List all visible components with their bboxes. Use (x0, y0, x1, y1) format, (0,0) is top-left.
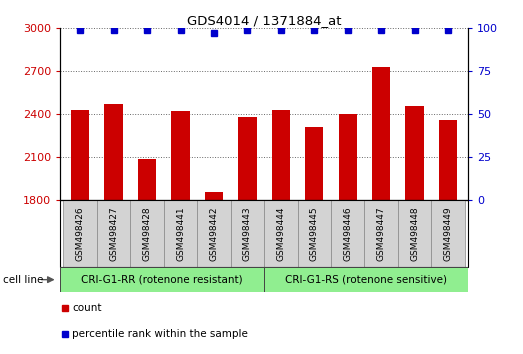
Text: GSM498449: GSM498449 (444, 206, 452, 261)
Bar (97, 200, 130, 267)
Bar (372, 67, 390, 200)
Bar (264, 200, 298, 267)
Bar (71, 110, 89, 200)
Bar (130, 200, 164, 267)
Bar (298, 200, 331, 267)
Bar (431, 200, 465, 267)
Text: GSM498444: GSM498444 (276, 206, 286, 261)
Bar (264, 267, 468, 292)
Text: GSM498446: GSM498446 (343, 206, 352, 261)
Bar (172, 111, 190, 200)
Text: GSM498427: GSM498427 (109, 206, 118, 261)
Bar (105, 104, 123, 200)
Bar (238, 117, 257, 200)
Bar (60, 267, 264, 292)
Text: GSM498441: GSM498441 (176, 206, 185, 261)
Text: CRI-G1-RR (rotenone resistant): CRI-G1-RR (rotenone resistant) (81, 275, 243, 285)
Bar (138, 159, 156, 200)
Bar (205, 192, 223, 200)
Text: cell line: cell line (3, 275, 43, 285)
Text: GSM498445: GSM498445 (310, 206, 319, 261)
Bar (331, 200, 365, 267)
Bar (305, 127, 323, 200)
Text: GSM498442: GSM498442 (209, 206, 219, 261)
Text: GSM498426: GSM498426 (76, 206, 85, 261)
Title: GDS4014 / 1371884_at: GDS4014 / 1371884_at (187, 14, 342, 27)
Text: GSM498447: GSM498447 (377, 206, 385, 261)
Bar (63, 200, 97, 267)
Text: count: count (72, 303, 102, 313)
Bar (338, 114, 357, 200)
Bar (439, 120, 457, 200)
Text: percentile rank within the sample: percentile rank within the sample (72, 329, 248, 339)
Text: CRI-G1-RS (rotenone sensitive): CRI-G1-RS (rotenone sensitive) (285, 275, 447, 285)
Bar (197, 200, 231, 267)
Bar (398, 200, 431, 267)
Bar (164, 200, 197, 267)
Text: GSM498448: GSM498448 (410, 206, 419, 261)
Text: GSM498443: GSM498443 (243, 206, 252, 261)
Bar (365, 200, 398, 267)
Bar (231, 200, 264, 267)
Text: GSM498428: GSM498428 (143, 206, 152, 261)
Bar (271, 110, 290, 200)
Bar (405, 106, 424, 200)
